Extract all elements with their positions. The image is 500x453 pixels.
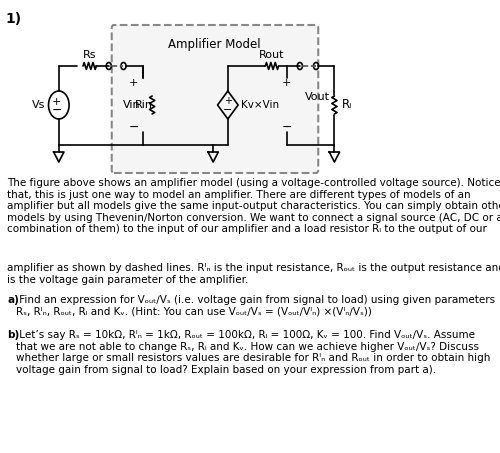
Text: −: − xyxy=(128,120,139,134)
Text: +: + xyxy=(129,78,138,88)
Text: −: − xyxy=(282,120,292,134)
Text: Rout: Rout xyxy=(259,50,284,60)
Text: Vin: Vin xyxy=(123,100,140,110)
Text: Amplifier Model: Amplifier Model xyxy=(168,38,261,51)
Text: b): b) xyxy=(8,330,20,340)
Text: +: + xyxy=(282,78,292,88)
Text: Let’s say Rₛ = 10kΩ, Rᴵₙ = 1kΩ, Rₒᵤₜ = 100kΩ, Rₗ = 100Ω, Kᵥ = 100. Find Vₒᵤₜ∕Vₛ.: Let’s say Rₛ = 10kΩ, Rᴵₙ = 1kΩ, Rₒᵤₜ = 1… xyxy=(16,330,490,375)
Text: Rin: Rin xyxy=(134,100,152,110)
Text: +: + xyxy=(224,96,232,106)
Text: −: − xyxy=(223,105,232,115)
Text: +: + xyxy=(52,97,62,107)
Text: Find an expression for Vₒᵤₜ∕Vₛ (i.e. voltage gain from signal to load) using giv: Find an expression for Vₒᵤₜ∕Vₛ (i.e. vol… xyxy=(16,295,496,317)
Text: a): a) xyxy=(8,295,19,305)
Text: Rₗ: Rₗ xyxy=(342,98,352,111)
Text: 1): 1) xyxy=(6,12,22,26)
Text: Vs: Vs xyxy=(32,100,46,110)
Text: −: − xyxy=(52,103,62,116)
Text: Rs: Rs xyxy=(83,50,96,60)
Text: Kv×Vin: Kv×Vin xyxy=(241,100,279,110)
Text: The figure above shows an amplifier model (using a voltage-controlled voltage so: The figure above shows an amplifier mode… xyxy=(8,178,500,234)
Text: Vout: Vout xyxy=(305,92,330,102)
FancyBboxPatch shape xyxy=(112,25,318,173)
Text: amplifier as shown by dashed lines. Rᴵₙ is the input resistance, Rₒᵤₜ is the out: amplifier as shown by dashed lines. Rᴵₙ … xyxy=(8,263,500,284)
